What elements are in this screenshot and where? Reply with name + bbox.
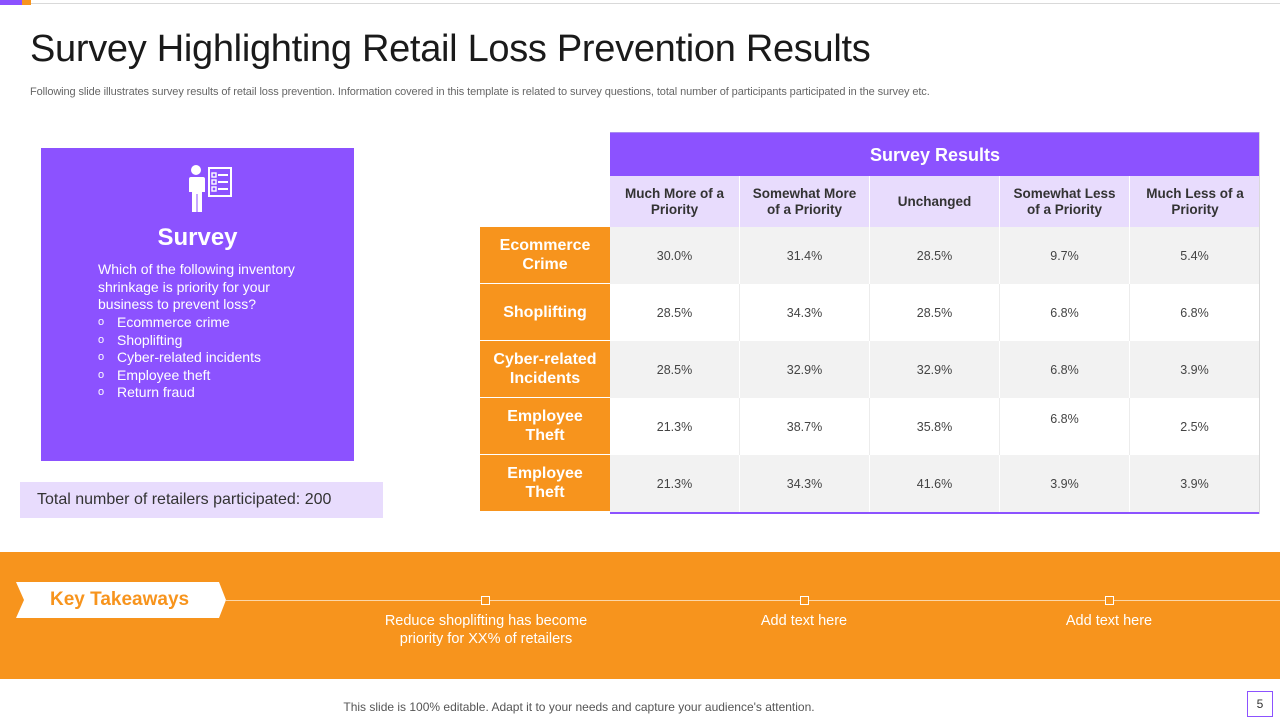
bullet-icon: o — [98, 333, 105, 346]
table-cell: 6.8% — [1130, 284, 1260, 341]
takeaway-marker — [1105, 596, 1114, 605]
survey-option-label: Shoplifting — [117, 331, 183, 348]
survey-option-label: Employee theft — [117, 366, 211, 383]
survey-card: Survey Which of the following inventory … — [41, 148, 354, 461]
top-accent-purple — [0, 0, 22, 5]
survey-option-label: Ecommerce crime — [117, 314, 230, 330]
row-label: Shoplifting — [480, 284, 610, 341]
table-cell: 5.4% — [1130, 227, 1260, 284]
footer: This slide is 100% editable. Adapt it to… — [0, 700, 1280, 714]
column-header: Much More of a Priority — [610, 176, 740, 227]
column-header: Unchanged — [870, 176, 1000, 227]
takeaways-timeline-line — [226, 600, 1280, 601]
table-right-border — [1259, 132, 1260, 514]
table-column-headers: Much More of a Priority Somewhat More of … — [610, 176, 1260, 227]
row-label: Employee Theft — [480, 455, 610, 512]
key-takeaways-label: Key Takeaways — [16, 582, 226, 618]
table-cell: 28.5% — [870, 284, 1000, 341]
table-cell: 28.5% — [870, 227, 1000, 284]
survey-option: o Shoplifting — [98, 332, 261, 350]
survey-question: Which of the following inventory shrinka… — [98, 261, 295, 312]
table-cell: 30.0% — [610, 227, 740, 284]
top-divider — [0, 3, 1280, 4]
slide-title: Survey Highlighting Retail Loss Preventi… — [30, 28, 871, 70]
column-header: Somewhat Less of a Priority — [1000, 176, 1130, 227]
table-row: Shoplifting 28.5% 34.3% 28.5% 6.8% 6.8% — [480, 284, 1260, 341]
table-cell: 34.3% — [740, 284, 870, 341]
table-cell: 9.7% — [1000, 227, 1130, 284]
table-cell: 21.3% — [610, 455, 740, 512]
bullet-icon: o — [98, 316, 105, 328]
table-cell: 6.8% — [1000, 398, 1130, 455]
survey-options-list: o Ecommerce crime o Shoplifting o Cyber-relat… — [98, 314, 261, 402]
survey-option-label: Cyber-related incidents — [117, 349, 261, 366]
table-cell: 21.3% — [610, 398, 740, 455]
takeaway-text: Reduce shoplifting has become priority f… — [384, 613, 588, 647]
table-cell: 6.8% — [1000, 341, 1130, 398]
column-header: Much Less of a Priority — [1146, 185, 1244, 217]
takeaway-marker — [800, 596, 809, 605]
survey-option: o Return fraud — [98, 384, 261, 402]
table-row: Cyber-related Incidents 28.5% 32.9% 32.9% 6.… — [480, 341, 1260, 398]
takeaway-text: Add text here — [1065, 613, 1153, 629]
takeaway-text: Add text here — [760, 613, 848, 629]
table-row: Employee Theft 21.3% 34.3% 41.6% 3.9% 3.9% — [480, 455, 1260, 512]
survey-option: o Cyber-related incidents — [98, 349, 261, 367]
row-label: Cyber-related Incidents — [480, 341, 610, 398]
survey-option: o Employee theft — [98, 367, 261, 385]
table-cell: 34.3% — [740, 455, 870, 512]
table-row: Employee Theft 21.3% 38.7% 35.8% 6.8% 2.5% — [480, 398, 1260, 455]
table-cell: 31.4% — [740, 227, 870, 284]
total-participants-box: Total number of retailers participated: … — [20, 482, 383, 518]
takeaway-marker — [481, 596, 490, 605]
survey-option: o Ecommerce crime — [98, 314, 261, 332]
bullet-icon: o — [98, 368, 105, 381]
bullet-icon: o — [98, 351, 105, 364]
column-header: Somewhat More of a Priority — [740, 176, 870, 227]
table-cell: 3.9% — [1000, 455, 1130, 512]
table-cell: 3.9% — [1130, 341, 1260, 398]
table-cell: 35.8% — [870, 398, 1000, 455]
row-label: Ecommerce Crime — [480, 227, 610, 284]
table-cell: 28.5% — [610, 341, 740, 398]
table-cell: 3.9% — [1130, 455, 1260, 512]
table-cell: 32.9% — [870, 341, 1000, 398]
table-bottom-border — [610, 512, 1260, 514]
bullet-icon: o — [98, 386, 105, 399]
top-accent-orange — [22, 0, 31, 5]
survey-heading: Survey — [157, 224, 238, 251]
page-number: 5 — [1247, 691, 1273, 717]
table-title: Survey Results — [610, 132, 1260, 176]
table-cell: 41.6% — [870, 455, 1000, 512]
person-checklist-icon — [189, 165, 232, 212]
survey-option-label: Return fraud — [117, 384, 195, 401]
table-cell: 2.5% — [1130, 398, 1260, 455]
row-label: Employee Theft — [480, 398, 610, 455]
table-cell: 6.8% — [1000, 284, 1130, 341]
footer-text: This slide is 100% editable. Adapt it to… — [343, 700, 815, 714]
table-cell: 38.7% — [740, 398, 870, 455]
table-row: Ecommerce Crime 30.0% 31.4% 28.5% 9.7% 5.4% — [480, 227, 1260, 284]
table-cell: 28.5% — [610, 284, 740, 341]
table-cell: 32.9% — [740, 341, 870, 398]
slide-subtitle: Following slide illustrates survey resul… — [30, 86, 930, 98]
